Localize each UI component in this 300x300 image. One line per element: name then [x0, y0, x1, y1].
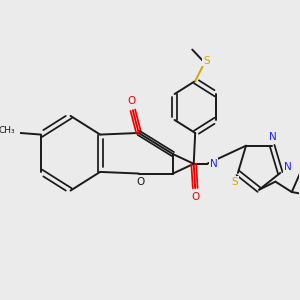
- Text: O: O: [136, 177, 144, 187]
- Text: CH₃: CH₃: [0, 126, 15, 135]
- Text: N: N: [284, 162, 292, 172]
- Text: S: S: [232, 177, 238, 187]
- Text: N: N: [269, 132, 277, 142]
- Text: N: N: [210, 159, 218, 169]
- Text: S: S: [203, 56, 209, 66]
- Text: O: O: [127, 96, 136, 106]
- Text: O: O: [191, 192, 199, 202]
